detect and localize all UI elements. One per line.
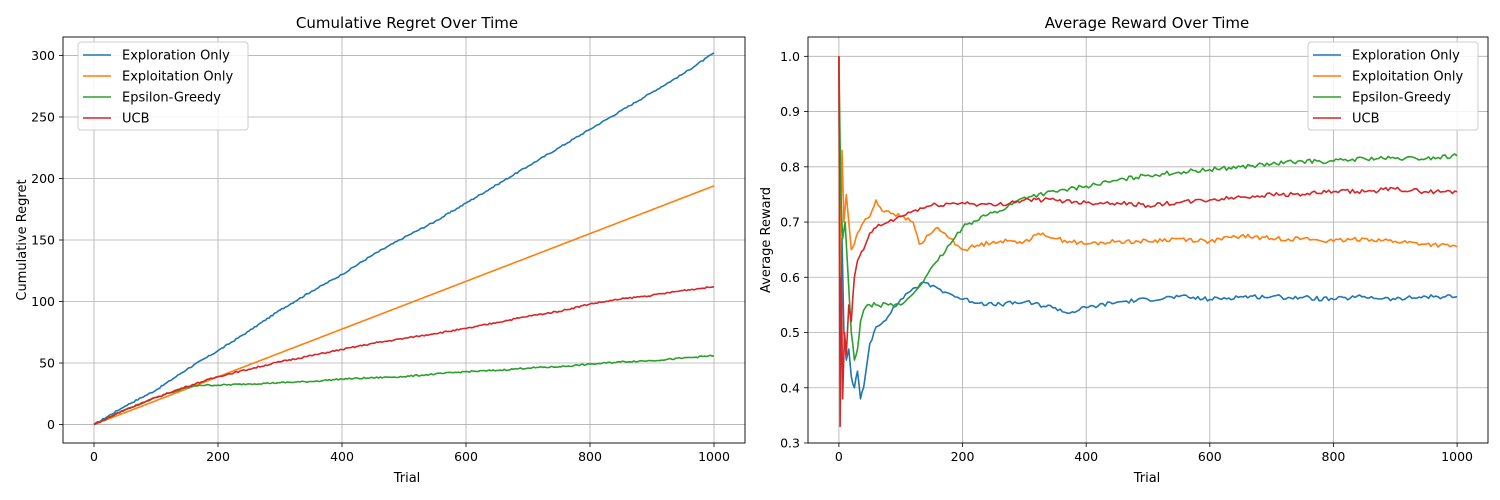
y-axis-label: Average Reward xyxy=(759,187,774,293)
y-tick-label: 200 xyxy=(31,171,55,186)
series-line-epsilon-greedy xyxy=(838,56,1458,361)
chart-title: Cumulative Regret Over Time xyxy=(296,14,518,32)
x-tick-label: 400 xyxy=(330,449,354,464)
x-tick-label: 200 xyxy=(951,449,975,464)
y-axis-label: Cumulative Regret xyxy=(15,179,30,300)
legend-label: UCB xyxy=(122,112,150,127)
ticks: 0 200 400 600 800 1000 0.3 0.4 0.5 0.6 0.7 0.8 0.9 1.… xyxy=(780,49,1473,464)
legend-label: Exploration Only xyxy=(122,49,230,64)
series-group xyxy=(838,56,1458,428)
series-line-exploration-only xyxy=(93,52,715,426)
x-tick-label: 800 xyxy=(578,449,602,464)
plot-frame xyxy=(807,36,1489,444)
x-tick-label: 1000 xyxy=(1441,449,1473,464)
legend-box xyxy=(1307,41,1479,131)
y-tick-label: 0.5 xyxy=(780,325,800,340)
legend-label: Epsilon-Greedy xyxy=(1352,91,1451,106)
series-line-exploitation-only xyxy=(93,185,715,426)
y-tick-label: 150 xyxy=(31,233,55,248)
legend: Exploration Only Exploitation Only Epsilon… xyxy=(77,41,249,131)
y-tick-label: 1.0 xyxy=(780,49,800,64)
y-tick-label: 0.3 xyxy=(780,436,800,451)
y-tick-label: 250 xyxy=(31,109,55,124)
x-tick-label: 600 xyxy=(1198,449,1222,464)
legend-label: Exploitation Only xyxy=(1352,70,1464,85)
y-tick-label: 300 xyxy=(31,48,55,63)
y-tick-label: 50 xyxy=(39,356,55,371)
legend: Exploration Only Exploitation Only Epsilon… xyxy=(1307,41,1479,131)
x-tick-label: 1000 xyxy=(698,449,730,464)
chart-cumulative-regret: Cumulative Regret Over Time Trial Cumula… xyxy=(15,14,746,486)
x-tick-label: 800 xyxy=(1322,449,1346,464)
series-group xyxy=(93,52,715,426)
series-line-ucb xyxy=(838,56,1458,428)
y-tick-label: 0.7 xyxy=(780,215,800,230)
x-tick-label: 0 xyxy=(835,449,843,464)
legend-label: Exploitation Only xyxy=(122,70,234,85)
x-axis-label: Trial xyxy=(1133,471,1161,486)
x-tick-label: 600 xyxy=(454,449,478,464)
legend-label: Epsilon-Greedy xyxy=(122,91,221,106)
y-tick-label: 0.9 xyxy=(780,104,800,119)
legend-label: Exploration Only xyxy=(1352,49,1460,64)
series-line-epsilon-greedy xyxy=(93,354,715,426)
legend-label: UCB xyxy=(1352,112,1380,127)
series-line-exploration-only xyxy=(838,56,1458,400)
y-tick-label: 0.8 xyxy=(780,159,800,174)
series-line-exploitation-only xyxy=(838,56,1458,279)
y-tick-label: 0.4 xyxy=(780,380,800,395)
x-tick-label: 0 xyxy=(90,449,98,464)
x-axis-label: Trial xyxy=(393,471,421,486)
y-tick-label: 100 xyxy=(31,294,55,309)
x-tick-label: 200 xyxy=(206,449,230,464)
legend-box xyxy=(77,41,249,131)
y-tick-label: 0 xyxy=(47,417,55,432)
chart-title: Average Reward Over Time xyxy=(1045,14,1250,32)
ticks: 0 200 400 600 800 1000 0 50 100 150 200 250 300 xyxy=(31,48,730,464)
series-line-ucb xyxy=(93,286,715,426)
y-tick-label: 0.6 xyxy=(780,270,800,285)
chart-average-reward: Average Reward Over Time Trial Average R… xyxy=(759,14,1489,486)
x-tick-label: 400 xyxy=(1074,449,1098,464)
